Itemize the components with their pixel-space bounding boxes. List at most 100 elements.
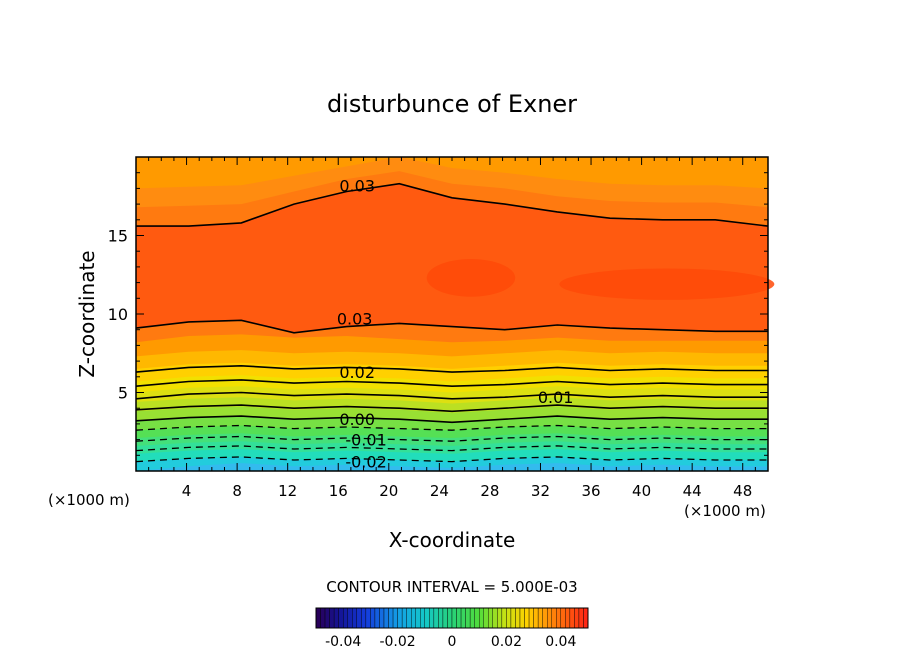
contour-label-3: 0.01 [538, 388, 574, 407]
colorbar-cell [533, 607, 539, 629]
colorbar-cell [515, 607, 521, 629]
y-axis-label: Z-coordinate [75, 250, 99, 377]
high-value-patch-0 [426, 259, 516, 297]
colorbar-cell [456, 607, 462, 629]
colorbar-cell [356, 607, 362, 629]
colorbar-cell [524, 607, 530, 629]
colorbar-cell [333, 607, 339, 629]
colorbar-cell [361, 607, 367, 629]
plot-area: 0.03 0.03 0.02 0.01 0.00 -0.01 -0.02 [135, 156, 775, 472]
colorbar-ticks: -0.04 -0.02 0 0.02 0.04 [325, 634, 576, 650]
contour-labels: 0.03 0.03 0.02 0.01 0.00 -0.01 -0.02 [337, 176, 574, 471]
colorbar-cell [506, 607, 512, 629]
colorbar-cell [474, 607, 480, 629]
colorbar-cell [370, 607, 376, 629]
colorbar-cell [460, 607, 466, 629]
colorbar-cell [324, 607, 330, 629]
colorbar-cell [510, 607, 516, 629]
colorbar-cell [497, 607, 503, 629]
colorbar-cell [424, 607, 430, 629]
colorbar-cell [465, 607, 471, 629]
colorbar-cell [411, 607, 416, 629]
colorbar-tick-label-3: 0.02 [491, 634, 522, 650]
upper-band-2 [136, 157, 768, 189]
x-tick-label-6: 28 [480, 482, 499, 500]
y-tick-label-2: 15 [108, 227, 128, 246]
colorbar-cell [542, 607, 548, 629]
colorbar-cell [447, 607, 453, 629]
contour-line-0 [136, 182, 769, 227]
x-tick-label-9: 40 [632, 482, 651, 500]
colorbar-cell [583, 607, 589, 629]
colorbar-cell [329, 607, 335, 629]
colorbar-cell [374, 607, 380, 629]
colorbar-cell [578, 607, 584, 629]
colorbar-tick-label-2: 0 [448, 634, 457, 650]
colorbar-cell [379, 607, 385, 629]
chart-title: disturbunce of Exner [327, 90, 577, 118]
colorbar-cell [383, 607, 389, 629]
colorbar-cell [352, 607, 357, 629]
x-unit-right: (×1000 m) [684, 502, 766, 520]
colorbar-cell [347, 607, 353, 629]
contour-label-2: 0.02 [339, 363, 375, 382]
colorbar-cell [420, 607, 425, 629]
colorbar-cell [433, 607, 439, 629]
colorbar-cell [501, 607, 507, 629]
y-tick-label-0: 5 [118, 384, 128, 403]
contour-line-4 [135, 391, 768, 400]
contour-line-3 [135, 379, 768, 388]
x-unit-left: (×1000 m) [48, 491, 130, 509]
fill-band-0 [136, 463, 768, 471]
y-tick-label-1: 10 [108, 305, 128, 324]
colorbar-cell [365, 607, 371, 629]
colorbar-cell [320, 607, 326, 629]
contour-line-8 [135, 435, 768, 442]
x-tick-label-8: 36 [581, 482, 600, 500]
colorbar-cell [492, 607, 498, 629]
colorbar-cell [388, 607, 394, 629]
colorbar-cell [547, 607, 552, 629]
contour-label-6: -0.02 [345, 453, 386, 472]
colorbar-cell [451, 607, 457, 629]
x-axis-label: X-coordinate [389, 528, 516, 552]
colorbar-cell [392, 607, 398, 629]
colorbar-cell [397, 607, 403, 629]
colorbar-cell [406, 607, 412, 629]
x-tick-label-10: 44 [683, 482, 702, 500]
colorbar-cell [469, 607, 475, 629]
colorbar-cell [574, 607, 580, 629]
y-axis: 5 10 15 [108, 172, 768, 456]
contour-label-5: -0.01 [345, 431, 386, 450]
colorbar-cell [479, 607, 484, 629]
x-tick-label-7: 32 [531, 482, 550, 500]
contour-interval-text: CONTOUR INTERVAL = 5.000E-03 [326, 578, 577, 596]
x-tick-label-5: 24 [430, 482, 449, 500]
colorbar-cell [401, 607, 407, 629]
x-tick-label-2: 12 [278, 482, 297, 500]
colorbar-cell [338, 607, 344, 629]
contour-fill-bands [136, 157, 768, 471]
contour-label-1: 0.03 [337, 310, 373, 329]
colorbar-tick-label-4: 0.04 [545, 634, 576, 650]
colorbar-cell [315, 607, 321, 629]
contour-line-6 [135, 415, 768, 424]
colorbar-tick-label-0: -0.04 [325, 634, 361, 650]
colorbar-cell [560, 607, 566, 629]
contour-line-10 [135, 456, 768, 463]
colorbar-cell [556, 607, 561, 629]
contour-line-9 [135, 445, 768, 452]
contour-label-4: 0.00 [339, 410, 375, 429]
x-tick-label-1: 8 [232, 482, 242, 500]
colorbar-cell [537, 607, 543, 629]
contour-fill-patches [426, 259, 775, 300]
colorbar-frame [315, 607, 589, 629]
colorbar-cell [483, 607, 489, 629]
contour-line-2 [135, 364, 768, 373]
colorbar-cell [565, 607, 571, 629]
contour-lines [135, 182, 769, 463]
colorbar-cell [343, 607, 348, 629]
colorbar-cell [528, 607, 534, 629]
colorbar [315, 607, 589, 629]
